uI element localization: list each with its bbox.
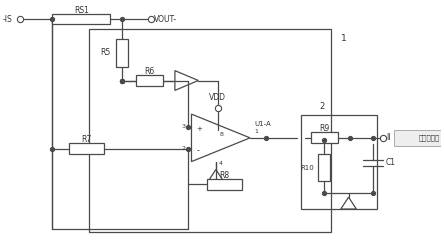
Text: C1: C1 <box>386 158 396 167</box>
Text: 接到单片机: 接到单片机 <box>419 134 440 141</box>
Text: R7: R7 <box>81 135 91 144</box>
Text: 4: 4 <box>219 161 223 166</box>
Bar <box>310 132 338 143</box>
Bar <box>394 130 444 146</box>
Text: 8: 8 <box>220 132 224 137</box>
Text: RS1: RS1 <box>74 6 89 15</box>
Text: -: - <box>196 146 199 155</box>
Bar <box>116 39 128 67</box>
Bar <box>52 14 111 24</box>
Text: R8: R8 <box>220 171 230 180</box>
Bar <box>89 29 331 232</box>
Text: R9: R9 <box>319 124 329 134</box>
Text: +: + <box>196 126 202 132</box>
Text: 1: 1 <box>254 130 258 134</box>
Bar <box>68 143 103 154</box>
Text: 2: 2 <box>320 102 325 111</box>
Text: R6: R6 <box>144 67 155 76</box>
Bar <box>318 154 330 181</box>
Text: 3: 3 <box>182 124 186 130</box>
Text: R10: R10 <box>301 164 314 170</box>
Bar <box>207 179 242 190</box>
Text: U1-A: U1-A <box>254 121 271 127</box>
Text: VOUT-: VOUT- <box>155 15 178 24</box>
Bar <box>136 75 163 86</box>
Text: R5: R5 <box>100 48 111 57</box>
Text: VDD: VDD <box>209 93 226 102</box>
Text: 1: 1 <box>341 34 346 43</box>
Text: II: II <box>387 133 391 142</box>
Bar <box>301 115 377 209</box>
Text: -IS: -IS <box>2 15 12 24</box>
Text: 2: 2 <box>182 146 186 151</box>
